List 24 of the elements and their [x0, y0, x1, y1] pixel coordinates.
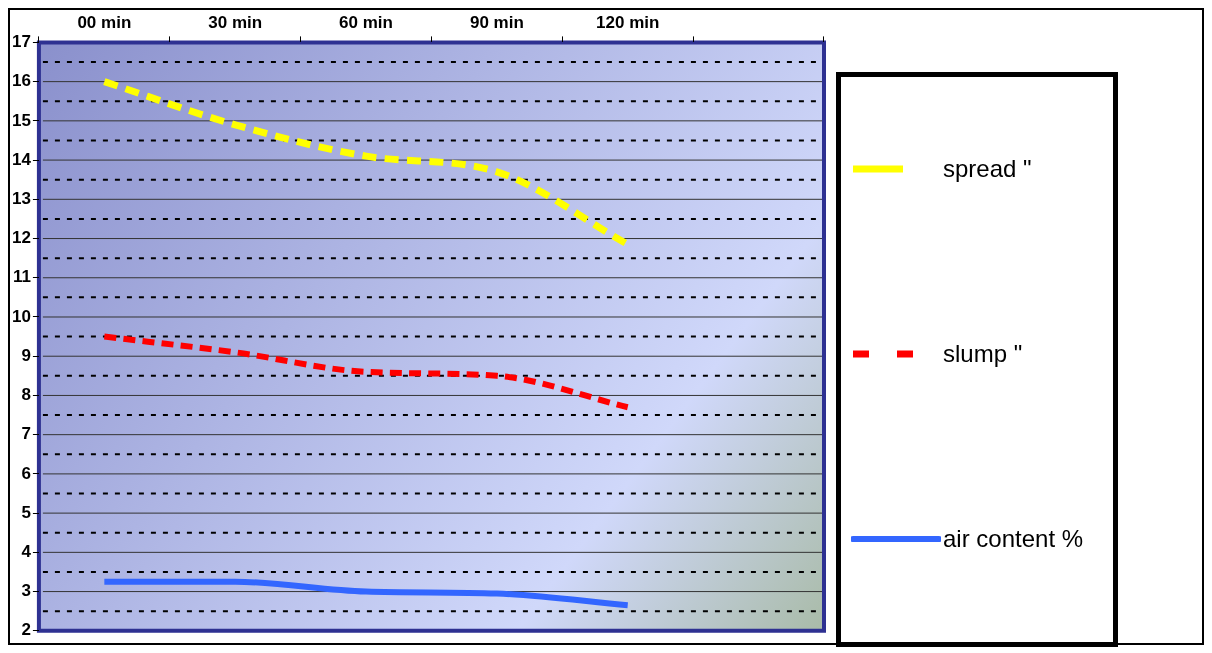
y-tick-label: 3: [21, 581, 31, 601]
y-tick-label: 17: [11, 32, 31, 52]
legend-label: air content %: [943, 525, 1084, 553]
y-tick-label: 5: [21, 502, 31, 522]
x-tick-label: 90 min: [469, 12, 524, 32]
y-tick-label: 13: [11, 188, 31, 208]
y-tick-label: 15: [11, 110, 31, 130]
x-tick-label: 00 min: [77, 12, 132, 32]
legend-label: slump ": [943, 340, 1023, 368]
y-tick-label: 9: [21, 345, 31, 365]
y-tick-label: 11: [12, 267, 31, 287]
y-tick-label: 8: [21, 385, 31, 405]
x-tick-label: 120 min: [596, 12, 660, 32]
y-tick-label: 12: [11, 228, 31, 248]
y-tick-label: 14: [11, 149, 32, 169]
y-tick-label: 6: [21, 463, 31, 483]
x-tick-label: 30 min: [208, 12, 263, 32]
y-tick-label: 7: [21, 424, 31, 444]
legend-label: spread ": [943, 155, 1032, 183]
y-tick-label: 4: [21, 542, 32, 562]
y-tick-label: 16: [11, 71, 31, 91]
x-tick-label: 60 min: [339, 12, 393, 32]
y-tick-label: 10: [11, 306, 31, 326]
y-tick-label: 2: [21, 620, 31, 640]
